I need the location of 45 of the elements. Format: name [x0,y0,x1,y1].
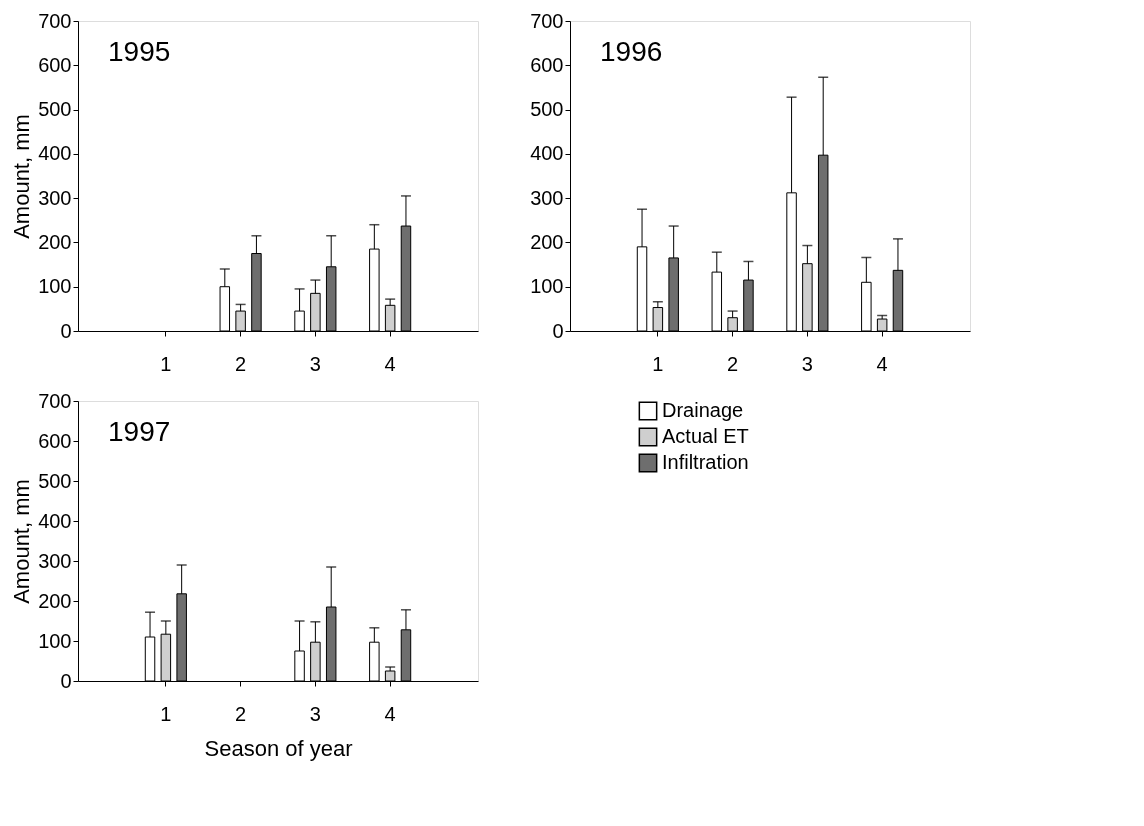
y-axis-title: Amount, mm [9,479,35,604]
y-tick-label: 700 [38,389,72,412]
legend-label: Infiltration [662,451,749,473]
y-tick-label: 0 [60,319,72,342]
y-tick-label: 200 [530,230,564,253]
x-tick-label: 3 [309,702,321,725]
x-tick-label: 3 [801,352,813,375]
y-axis-title: Amount, mm [9,114,35,239]
y-tick-label: 300 [530,186,564,209]
x-tick-label: 4 [384,702,396,725]
y-tick-label: 500 [530,98,564,121]
y-tick-label: 500 [38,98,72,121]
x-tick-label: 2 [235,352,247,375]
y-tick-label: 400 [38,142,72,165]
x-tick-label: 4 [384,352,396,375]
y-tick-label: 500 [38,469,72,492]
y-tick-label: 0 [60,669,72,692]
x-tick-label: 2 [727,352,739,375]
y-tick-label: 300 [38,186,72,209]
y-tick-label: 400 [530,142,564,165]
legend-label: Actual ET [662,425,749,447]
x-tick-label: 1 [160,702,172,725]
legend-label: Drainage [662,399,744,421]
y-tick-label: 300 [38,549,72,572]
x-axis-title: Season of year [204,735,353,761]
y-tick-label: 200 [38,230,72,253]
y-tick-label: 200 [38,589,72,612]
y-tick-label: 0 [552,319,564,342]
y-tick-label: 600 [530,53,564,76]
y-tick-label: 600 [38,53,72,76]
text: 1996 [600,36,663,67]
x-tick-label: 1 [160,352,172,375]
y-tick-label: 700 [530,9,564,32]
y-tick-label: 400 [38,509,72,532]
x-tick-label: 1 [652,352,664,375]
y-tick-label: 700 [38,9,72,32]
text: 1995 [108,36,171,67]
x-tick-label: 2 [235,702,247,725]
y-tick-label: 600 [38,429,72,452]
y-tick-label: 100 [530,275,564,298]
text: 1997 [108,416,171,447]
x-tick-label: 4 [876,352,888,375]
y-tick-label: 100 [38,275,72,298]
y-tick-label: 100 [38,629,72,652]
x-tick-label: 3 [309,352,321,375]
